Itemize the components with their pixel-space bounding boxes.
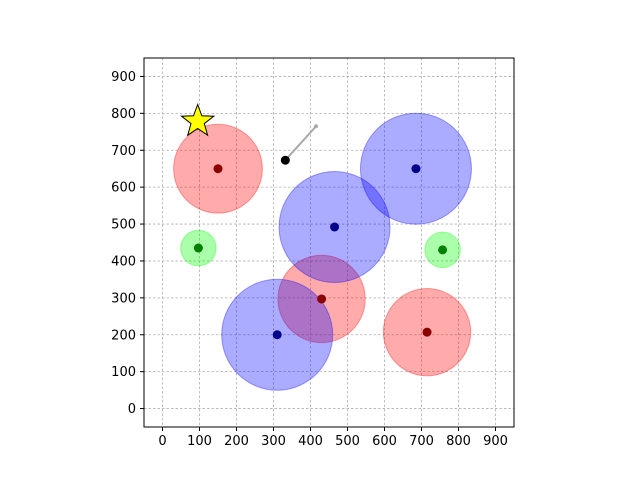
goal-star-marker bbox=[180, 103, 216, 137]
y-tick-label: 400 bbox=[111, 254, 136, 269]
grid bbox=[144, 58, 514, 427]
blue-zone-center-point bbox=[272, 330, 282, 340]
y-tick-label: 500 bbox=[111, 218, 136, 233]
y-tick-label: 100 bbox=[111, 365, 136, 380]
circles-layer bbox=[173, 112, 472, 391]
x-tick-label: 200 bbox=[224, 434, 249, 449]
green-zone-center-point bbox=[438, 245, 448, 255]
x-tick-label: 800 bbox=[446, 434, 471, 449]
axis-ticks: 0 100 200 300 400 500 600 700 800 900 0 100 200 300 40… bbox=[111, 70, 508, 449]
x-tick-label: 400 bbox=[298, 434, 323, 449]
x-tick-label: 100 bbox=[187, 434, 212, 449]
y-tick-label: 300 bbox=[111, 291, 136, 306]
green-zone-center-point bbox=[193, 243, 203, 253]
x-tick-label: 700 bbox=[409, 434, 434, 449]
y-tick-label: 900 bbox=[111, 70, 136, 85]
x-tick-label: 0 bbox=[158, 434, 166, 449]
blue-zone-center-point bbox=[411, 164, 421, 174]
x-tick-label: 600 bbox=[372, 434, 397, 449]
red-zone-center-point bbox=[213, 164, 223, 174]
y-tick-label: 200 bbox=[111, 328, 136, 343]
x-tick-label: 300 bbox=[261, 434, 286, 449]
blue-zone-center-point bbox=[330, 222, 340, 232]
markers-layer bbox=[180, 103, 448, 340]
y-tick-label: 700 bbox=[111, 144, 136, 159]
y-tick-label: 0 bbox=[128, 402, 136, 417]
agent-heading-tip bbox=[314, 124, 319, 129]
agent-heading-line bbox=[284, 125, 317, 161]
plot-area-frame bbox=[143, 57, 515, 428]
x-tick-label: 900 bbox=[483, 434, 508, 449]
red-zone-center-point bbox=[422, 327, 432, 337]
y-tick-label: 800 bbox=[111, 107, 136, 122]
x-tick-label: 500 bbox=[335, 434, 360, 449]
agent-point bbox=[280, 155, 290, 165]
y-tick-label: 600 bbox=[111, 181, 136, 196]
red-zone-center-point bbox=[317, 294, 327, 304]
